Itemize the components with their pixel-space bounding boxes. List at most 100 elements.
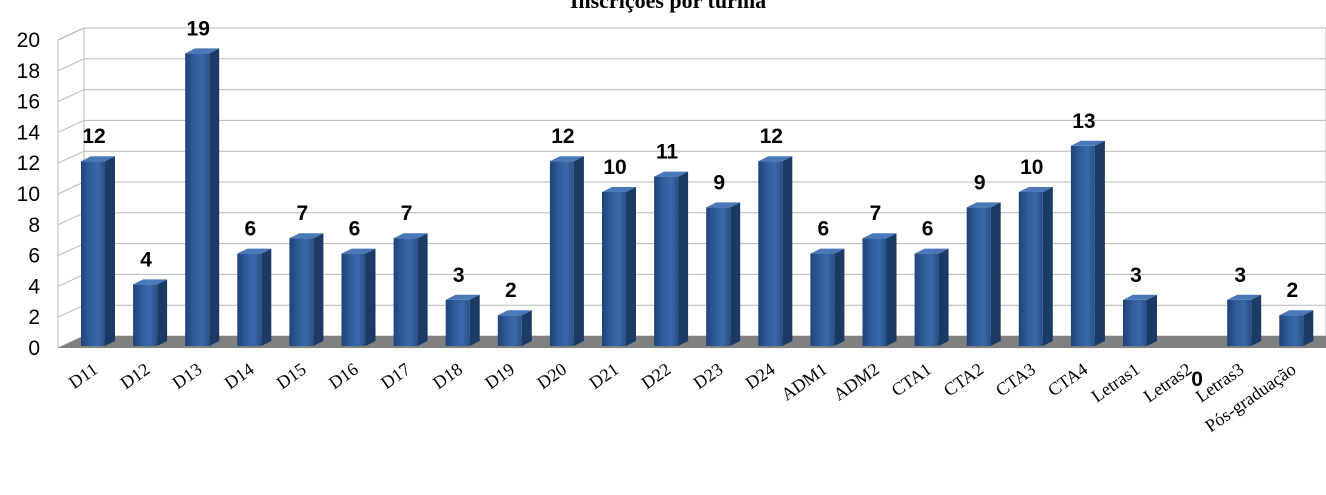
data-label: 3 — [1234, 264, 1246, 287]
bar-side — [521, 310, 532, 346]
data-label: 3 — [1130, 264, 1142, 287]
data-label: 12 — [82, 125, 105, 148]
bar — [445, 299, 470, 346]
bar — [393, 238, 418, 346]
bar-side — [626, 187, 636, 346]
y-tick-label: 4 — [28, 275, 40, 298]
bar — [1123, 299, 1147, 346]
data-label: 7 — [297, 202, 309, 225]
gridline-side — [57, 89, 85, 103]
bar-top — [1070, 140, 1105, 146]
x-tick-label: Pós-graduação — [1201, 359, 1299, 436]
bar-side — [1042, 187, 1053, 346]
bar — [706, 207, 731, 346]
data-label: 0 — [1191, 368, 1203, 391]
bar — [341, 253, 366, 346]
bar-side — [1094, 140, 1105, 346]
data-label: 4 — [140, 248, 152, 271]
y-tick-label: 14 — [17, 121, 41, 144]
gridline-side — [57, 181, 85, 195]
bar-top — [602, 187, 636, 192]
x-tick-label: D12 — [117, 359, 154, 393]
x-tick-label: D24 — [742, 359, 779, 393]
bars — [81, 48, 1314, 347]
data-label: 7 — [870, 202, 882, 225]
x-tick-label: CTA2 — [940, 359, 987, 400]
bar — [1018, 192, 1043, 346]
bar — [966, 207, 991, 346]
bar-top — [1227, 294, 1262, 300]
x-tick-label: CTA1 — [888, 359, 935, 400]
bar-side — [209, 48, 220, 347]
bar-side — [417, 233, 428, 346]
gridline-side — [57, 273, 85, 287]
bar — [810, 253, 835, 346]
bar — [602, 192, 626, 346]
bar-top — [445, 294, 480, 300]
x-tick-label: D15 — [273, 359, 310, 393]
bar-side — [730, 202, 741, 346]
gridline-side — [57, 58, 85, 72]
data-label: 19 — [187, 17, 210, 40]
bar-top — [81, 156, 115, 162]
y-tick-label: 12 — [17, 152, 40, 175]
gridline-side — [57, 212, 85, 226]
data-label: 12 — [760, 125, 783, 148]
bar-top — [497, 310, 532, 316]
bar-side — [886, 233, 897, 346]
bar-side — [157, 279, 168, 346]
bar — [133, 284, 158, 346]
data-label: 10 — [603, 156, 626, 179]
gridline-side — [57, 150, 85, 164]
bar — [1279, 315, 1304, 346]
bar-side — [678, 171, 689, 346]
x-tick-label: Letras2 — [1140, 359, 1196, 406]
data-label: 6 — [349, 218, 361, 241]
data-label: 6 — [922, 218, 934, 241]
bar-top — [549, 156, 584, 162]
x-tick-label: Letras1 — [1088, 359, 1144, 406]
data-label: 6 — [244, 218, 256, 241]
y-tick-label: 18 — [17, 60, 40, 83]
x-tick-label: D21 — [585, 359, 622, 393]
x-tick-label: CTA3 — [992, 359, 1039, 400]
data-label: 11 — [656, 141, 679, 164]
y-tick-label: 16 — [17, 91, 40, 114]
y-tick-label: 2 — [28, 306, 40, 329]
data-label: 13 — [1072, 110, 1095, 133]
data-label: 2 — [505, 279, 517, 302]
gridline-side — [57, 119, 85, 133]
bar-side — [573, 156, 584, 346]
bar — [81, 161, 105, 346]
bar-top — [758, 156, 793, 162]
y-tick-label: 0 — [28, 337, 40, 360]
x-tick-label: D22 — [638, 359, 675, 393]
x-tick-label: D18 — [429, 359, 466, 393]
bar — [549, 161, 574, 346]
bar-top — [1018, 187, 1053, 192]
bar-top — [1279, 310, 1314, 316]
data-label: 10 — [1020, 156, 1043, 179]
gridline-side — [57, 243, 85, 257]
x-tick-label: D23 — [690, 359, 727, 393]
y-tick-label: 6 — [28, 245, 40, 268]
data-label: 9 — [974, 171, 986, 194]
chart-title: Inscrições por turma — [570, 0, 766, 13]
x-tick-label: D14 — [221, 359, 258, 393]
bar — [654, 176, 679, 346]
bar-top — [810, 248, 845, 254]
x-tick-label: D13 — [169, 359, 206, 393]
bar — [497, 315, 522, 346]
data-labels: 12 4 19 6 7 6 7 3 2 12 10 11 9 12 6 7 6 9 10 13 3 0 3 2 — [82, 17, 1298, 391]
bar — [237, 253, 262, 346]
data-label: 6 — [818, 218, 830, 241]
bar-side — [990, 202, 1001, 346]
bar-side — [938, 248, 949, 346]
bar-side — [469, 294, 480, 346]
bar — [1227, 299, 1252, 346]
y-tick-label: 10 — [17, 183, 40, 206]
bar-top — [1123, 294, 1157, 300]
bar-top — [966, 202, 1001, 208]
x-tick-label: ADM1 — [777, 359, 830, 405]
